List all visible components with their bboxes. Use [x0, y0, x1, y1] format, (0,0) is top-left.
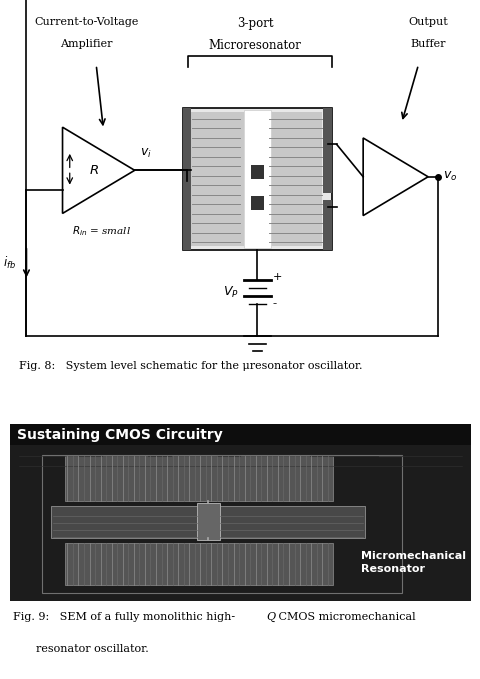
Bar [65, 456, 332, 501]
Bar [323, 200, 331, 250]
Text: Buffer: Buffer [409, 39, 445, 49]
Text: $v_o$: $v_o$ [443, 170, 457, 183]
Bar [191, 112, 244, 246]
Bar [244, 110, 270, 248]
Text: Sustaining CMOS Circuitry: Sustaining CMOS Circuitry [16, 428, 222, 441]
Text: Micromechanical: Micromechanical [360, 551, 465, 561]
Bar [51, 507, 199, 538]
Text: Current-to-Voltage: Current-to-Voltage [35, 17, 138, 27]
Text: Fig. 9:   SEM of a fully monolithic high-: Fig. 9: SEM of a fully monolithic high- [13, 612, 235, 621]
Text: Q: Q [265, 612, 275, 621]
Bar [42, 455, 401, 593]
Text: Resonator: Resonator [360, 564, 424, 574]
Text: Amplifier: Amplifier [60, 39, 113, 49]
Text: -: - [272, 297, 276, 310]
Bar [65, 543, 332, 585]
Bar [10, 424, 470, 445]
Bar [217, 507, 364, 538]
Bar [182, 108, 191, 250]
Text: Microresonator: Microresonator [208, 39, 301, 52]
Text: $v_i$: $v_i$ [140, 147, 152, 160]
Bar [251, 165, 263, 179]
Text: $R$: $R$ [89, 164, 98, 177]
Text: $V_P$: $V_P$ [223, 285, 239, 300]
Bar [269, 112, 322, 246]
Text: Fig. 8:   System level schematic for the μresonator oscillator.: Fig. 8: System level schematic for the μ… [19, 361, 362, 371]
Bar [323, 108, 331, 193]
Text: $R_{in}$ = small: $R_{in}$ = small [72, 224, 131, 238]
Text: +: + [272, 272, 281, 282]
Bar [196, 503, 219, 540]
Text: CMOS micromechanical: CMOS micromechanical [275, 612, 415, 621]
Bar [251, 196, 263, 210]
Text: Output: Output [408, 17, 447, 27]
Bar [182, 108, 331, 250]
Text: 3-port: 3-port [236, 17, 273, 31]
Text: $i_{fb}$: $i_{fb}$ [3, 255, 16, 271]
Text: resonator oscillator.: resonator oscillator. [36, 644, 148, 655]
